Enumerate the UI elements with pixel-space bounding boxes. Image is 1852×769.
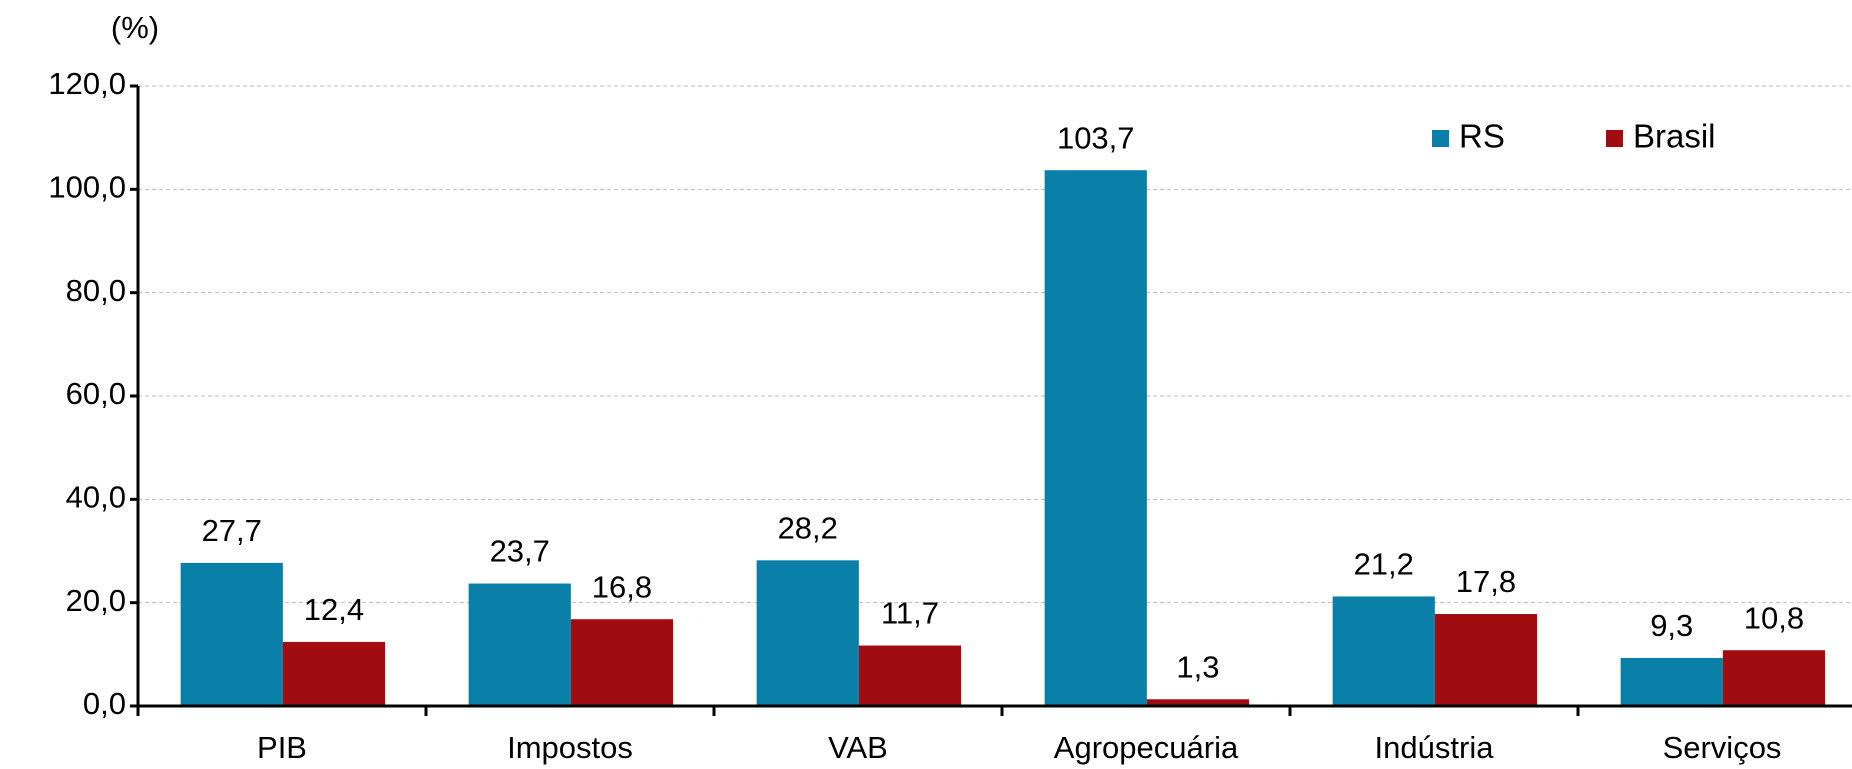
- y-tick-label: 0,0: [83, 686, 126, 721]
- legend-swatch: [1606, 130, 1623, 147]
- bar: [1620, 657, 1723, 706]
- value-label: 23,7: [490, 534, 550, 569]
- bar: [570, 619, 674, 706]
- bar: [180, 562, 283, 706]
- bar: [1044, 170, 1147, 706]
- y-axis-label: (%): [111, 10, 159, 45]
- legend-label: Brasil: [1633, 118, 1716, 155]
- bar: [756, 560, 859, 706]
- x-tick-label: VAB: [828, 730, 888, 765]
- legend-swatch: [1432, 130, 1449, 147]
- y-tick-label: 120,0: [48, 66, 126, 101]
- value-label: 11,7: [881, 596, 939, 631]
- bar: [282, 641, 386, 706]
- value-label: 17,8: [1456, 564, 1516, 599]
- value-label: 1,3: [1176, 649, 1219, 684]
- bar: [1434, 614, 1538, 706]
- value-label: 12,4: [304, 592, 364, 627]
- bar: [1722, 650, 1826, 706]
- bar: [858, 645, 962, 706]
- x-tick-label: Agropecuária: [1054, 730, 1239, 765]
- value-label: 9,3: [1650, 608, 1693, 643]
- bar: [1146, 699, 1250, 706]
- value-label: 27,7: [202, 513, 262, 548]
- x-tick-label: Serviços: [1663, 730, 1782, 765]
- value-label: 28,2: [778, 510, 838, 545]
- bar: [468, 583, 571, 706]
- value-label: 16,8: [592, 569, 652, 604]
- value-label: 10,8: [1744, 600, 1804, 635]
- value-label: 103,7: [1057, 120, 1135, 155]
- y-tick-label: 100,0: [48, 170, 126, 205]
- y-tick-label: 60,0: [66, 376, 126, 411]
- x-tick-label: Indústria: [1375, 730, 1495, 765]
- y-tick-label: 80,0: [66, 273, 126, 308]
- y-tick-label: 40,0: [66, 480, 126, 515]
- x-tick-label: Impostos: [507, 730, 633, 765]
- legend-label: RS: [1459, 118, 1505, 155]
- bar: [1332, 596, 1435, 706]
- x-tick-label: PIB: [257, 730, 307, 765]
- value-label: 21,2: [1354, 547, 1414, 582]
- y-tick-label: 20,0: [66, 583, 126, 618]
